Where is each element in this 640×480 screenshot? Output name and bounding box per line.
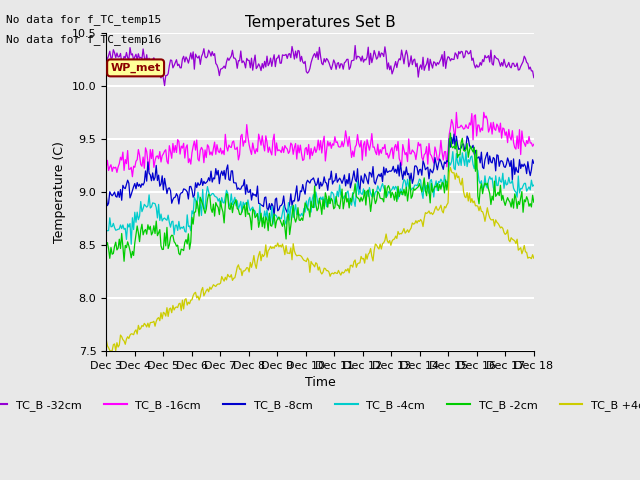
- Legend: TC_B -32cm, TC_B -16cm, TC_B -8cm, TC_B -4cm, TC_B -2cm, TC_B +4cm: TC_B -32cm, TC_B -16cm, TC_B -8cm, TC_B …: [0, 396, 640, 415]
- Y-axis label: Temperature (C): Temperature (C): [53, 141, 67, 242]
- Text: WP_met: WP_met: [111, 63, 161, 73]
- X-axis label: Time: Time: [305, 376, 335, 389]
- Title: Temperatures Set B: Temperatures Set B: [244, 15, 396, 30]
- Text: No data for f_TC_temp15: No data for f_TC_temp15: [6, 14, 162, 25]
- Text: No data for f_TC_temp16: No data for f_TC_temp16: [6, 34, 162, 45]
